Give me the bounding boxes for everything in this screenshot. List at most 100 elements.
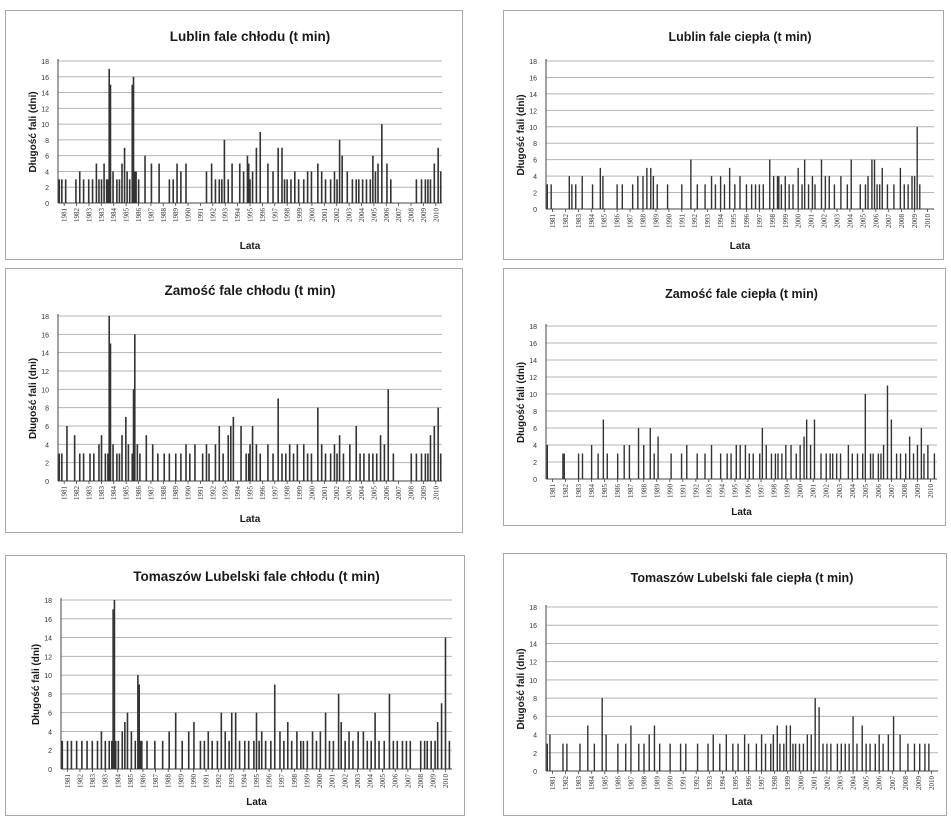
bar [707,743,709,771]
x-tick-label: 2002 [333,208,341,223]
x-tick-label: 1983 [98,486,106,501]
bar [848,743,850,771]
bar [429,435,432,481]
bar [643,743,645,771]
x-tick-label: 1987 [627,214,635,229]
bar [125,416,127,481]
x-tick-label: 1999 [784,484,792,499]
bar [333,444,336,481]
bar [247,163,250,203]
bar [803,436,805,479]
bar [96,740,99,769]
bar [824,176,827,209]
bar [444,637,447,769]
bar [255,712,258,769]
bar [436,722,439,769]
bar [423,740,426,769]
bar [571,184,573,209]
x-tick-label: 1984 [588,214,596,229]
bar [207,731,210,769]
bar [881,167,883,209]
x-tick-label: 2003 [836,484,844,499]
bar [124,722,126,769]
bar [247,453,250,481]
bar [780,184,783,209]
bar [764,743,767,771]
bar [563,453,565,479]
bar [833,184,836,209]
x-tick-label: 1992 [215,774,223,789]
bar [830,743,832,771]
bar [344,740,346,769]
bar [810,734,812,771]
bar [105,179,108,203]
y-tick-label: 4 [45,169,49,176]
bar [710,445,713,479]
x-tick-label: 1989 [652,214,660,229]
bar [281,147,283,203]
bar [297,179,300,203]
x-tick-label: 1981 [549,484,557,499]
chart-title: Zamość fale ciepła (t min) [665,287,818,301]
bar [656,184,658,209]
bar [606,453,608,479]
bar [288,444,291,481]
y-tick-label: 6 [45,424,49,431]
x-tick-label: 2000 [797,776,805,791]
bar [231,163,233,203]
bar [132,389,135,481]
bar [785,725,788,771]
bar [779,743,781,771]
bar [98,179,100,203]
bar [759,453,761,479]
x-tick-label: 2007 [885,214,893,229]
y-tick-label: 10 [529,125,537,132]
x-tick-label: 1998 [284,208,292,223]
x-tick-label: 1994 [719,776,727,791]
y-tick-label: 4 [48,729,52,736]
bar [279,731,281,769]
x-tick-label: 1986 [614,214,622,229]
bar [878,184,881,209]
bar [725,734,728,771]
x-tick-label: 1992 [692,484,700,499]
x-tick-label: 1991 [197,486,205,501]
x-tick-label: 1993 [222,486,230,501]
bar [599,167,602,209]
bar [892,716,895,771]
x-tick-label: 1990 [185,208,193,223]
bar [601,698,603,771]
bar [396,740,399,769]
bar [448,740,451,769]
bar [310,453,313,481]
x-tick-label: 1993 [222,208,230,223]
bar [341,155,343,203]
x-tick-label: 2007 [889,776,897,791]
x-tick-label: 1988 [641,776,649,791]
x-tick-label: 1983 [85,486,93,501]
bar [324,179,327,203]
y-tick-label: 6 [533,158,537,165]
chart-zamosc-warm: Zamość fale ciepła (t min) 0 2 4 6 8 10 12 14 16 1… [516,287,937,518]
bar [302,179,305,203]
bar [637,428,640,479]
bar [338,139,341,203]
bar [829,453,831,479]
bar [121,435,123,481]
bar [809,445,812,479]
y-tick-label: 14 [41,351,49,358]
bar [251,426,254,481]
bar [913,743,916,771]
x-tick-label: 2003 [834,214,842,229]
bar [176,163,178,203]
bar [681,184,683,209]
bar [211,740,213,769]
x-tick-label: 2001 [321,208,329,223]
y-tick-label: 16 [529,623,537,630]
x-tick-label: 1998 [769,214,777,229]
bar [638,743,640,771]
bar [745,184,748,209]
x-tick-label: 2001 [810,484,818,499]
x-tick-label: 1992 [209,486,217,501]
bar [336,453,338,481]
